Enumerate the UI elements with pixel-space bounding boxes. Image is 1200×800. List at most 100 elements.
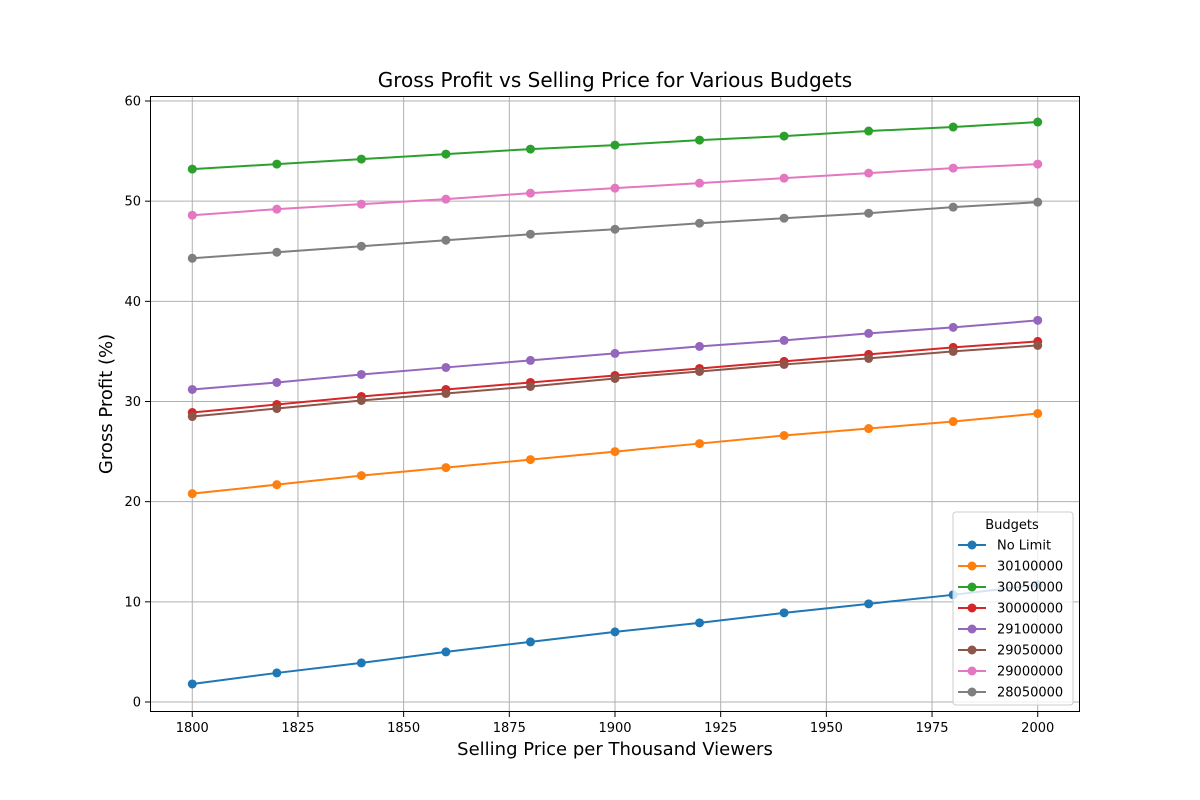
legend-marker [967, 666, 977, 676]
data-point [864, 126, 874, 136]
data-point [695, 135, 705, 145]
y-tick-label: 20 [124, 495, 141, 510]
data-point [525, 188, 535, 198]
legend-entry: 30050000 [958, 581, 1063, 596]
data-point [864, 168, 874, 178]
data-point [1033, 340, 1043, 350]
data-point [187, 164, 197, 174]
legend-marker [967, 561, 977, 571]
legend-marker [967, 540, 977, 550]
data-point [695, 178, 705, 188]
data-point [1033, 117, 1043, 127]
series-29050000 [187, 340, 1043, 422]
data-point [1033, 315, 1043, 325]
data-point [272, 159, 282, 169]
data-point [948, 163, 958, 173]
x-tick-label: 1800 [176, 721, 209, 736]
data-point [525, 355, 535, 365]
data-point [1033, 409, 1043, 419]
data-point [779, 431, 789, 441]
data-point [948, 322, 958, 332]
data-point [695, 341, 705, 351]
data-point [441, 647, 451, 657]
data-point [695, 366, 705, 376]
x-axis-label: Selling Price per Thousand Viewers [457, 739, 773, 760]
data-point [441, 235, 451, 245]
data-point [441, 388, 451, 398]
data-point [441, 194, 451, 204]
x-tick-label: 2000 [1021, 721, 1054, 736]
legend-items: No Limit 30100000 30050000 30000000 29100000… [958, 539, 1063, 701]
data-point [187, 210, 197, 220]
series-group [187, 117, 1043, 689]
legend-label: No Limit [997, 539, 1051, 554]
x-tick-label: 1875 [493, 721, 526, 736]
data-point [187, 489, 197, 499]
legend-marker [967, 624, 977, 634]
data-point [779, 131, 789, 141]
data-point [356, 199, 366, 209]
data-point [610, 447, 620, 457]
x-tick-label: 1825 [281, 721, 314, 736]
data-point [610, 627, 620, 637]
data-point [356, 658, 366, 668]
legend-label: 30000000 [997, 602, 1063, 617]
data-point [948, 202, 958, 212]
data-point [272, 204, 282, 214]
series-30100000 [187, 409, 1043, 499]
data-point [864, 208, 874, 218]
legend-label: 28050000 [997, 686, 1063, 701]
data-point [525, 229, 535, 239]
y-axis-ticks: 0 10 20 30 40 50 60 [124, 95, 150, 710]
legend-title: Budgets [985, 518, 1039, 533]
legend-entry: 29050000 [958, 644, 1063, 659]
x-tick-label: 1850 [387, 721, 420, 736]
data-point [695, 439, 705, 449]
data-point [779, 213, 789, 223]
x-tick-label: 1975 [915, 721, 948, 736]
series-30050000 [187, 117, 1043, 174]
data-point [1033, 197, 1043, 207]
y-tick-label: 60 [124, 95, 141, 110]
data-point [441, 362, 451, 372]
series-29100000 [187, 315, 1043, 394]
data-point [695, 618, 705, 628]
data-point [779, 359, 789, 369]
data-point [695, 218, 705, 228]
data-point [948, 122, 958, 132]
series-28050000 [187, 197, 1043, 263]
data-point [356, 241, 366, 251]
legend-entry: 30000000 [958, 602, 1063, 617]
data-point [525, 637, 535, 647]
legend-label: 29000000 [997, 665, 1063, 680]
legend-marker [967, 603, 977, 613]
legend-entry: 29100000 [958, 623, 1063, 638]
y-axis-label: Gross Profit (%) [96, 334, 117, 474]
legend-marker [967, 582, 977, 592]
y-tick-label: 30 [124, 395, 141, 410]
data-point [1033, 159, 1043, 169]
data-point [525, 455, 535, 465]
y-tick-label: 40 [124, 295, 141, 310]
data-point [356, 471, 366, 481]
legend-label: 29050000 [997, 644, 1063, 659]
legend-entry: 30100000 [958, 560, 1063, 575]
data-point [441, 463, 451, 473]
data-point [272, 377, 282, 387]
data-point [187, 253, 197, 263]
data-point [864, 599, 874, 609]
legend-label: 30100000 [997, 560, 1063, 575]
data-point [610, 183, 620, 193]
data-point [948, 346, 958, 356]
data-point [864, 424, 874, 434]
data-point [272, 480, 282, 490]
data-point [356, 395, 366, 405]
data-point [272, 247, 282, 257]
legend-label: 30050000 [997, 581, 1063, 596]
data-point [610, 224, 620, 234]
data-point [187, 679, 197, 689]
x-tick-label: 1925 [704, 721, 737, 736]
x-tick-label: 1900 [598, 721, 631, 736]
data-point [864, 328, 874, 338]
data-point [272, 668, 282, 678]
